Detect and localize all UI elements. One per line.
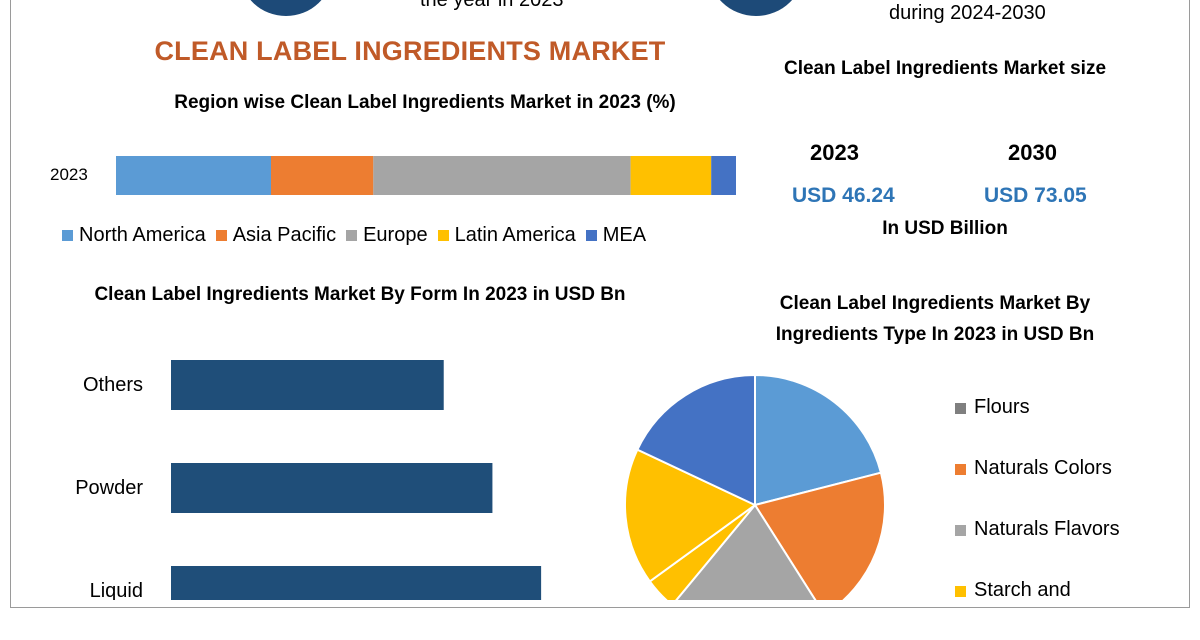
legend-item-mea: MEA [585, 224, 647, 247]
pie-slice-0 [754, 373, 883, 507]
market-size-year-2030: 2030 [1008, 140, 1057, 165]
form-bar-0 [171, 360, 444, 410]
header-snippet-left: the year in 2023 [420, 0, 564, 11]
legend-swatch [955, 403, 966, 414]
form-category-label: Others [83, 374, 143, 396]
stacked-bar-segment-2 [373, 156, 631, 195]
pie-slice-2 [675, 503, 817, 600]
legend-swatch [215, 230, 227, 241]
legend-item-north-america: North America [62, 224, 206, 247]
legend-item-europe: Europe [346, 224, 428, 247]
legend-label: Naturals Colors [974, 457, 1112, 479]
pie-legend-item-flours: Flours [955, 396, 1120, 457]
ingredients-pie-chart [624, 373, 886, 600]
legend-label: Europe [363, 224, 428, 246]
legend-swatch [955, 586, 966, 597]
market-size-unit: In USD Billion [882, 218, 1008, 239]
region-stacked-bar-chart [116, 156, 736, 195]
legend-swatch [955, 525, 966, 536]
legend-label: Asia Pacific [232, 224, 337, 246]
stacked-bar-segment-0 [116, 156, 271, 195]
form-category-label: Powder [75, 477, 143, 499]
stacked-bar-segment-3 [630, 156, 712, 195]
pie-chart-title: Clean Label Ingredients Market By Ingred… [775, 293, 1095, 345]
market-size-value-2030: USD 73.05 [984, 184, 1087, 207]
legend-item-asia-pacific: Asia Pacific [215, 224, 337, 247]
header-snippet-right: during 2024-2030 [889, 2, 1046, 24]
legend-swatch [346, 230, 358, 241]
legend-label: Flours [974, 396, 1030, 418]
legend-swatch [62, 230, 73, 241]
legend-swatch [955, 464, 966, 475]
form-chart-title: Clean Label Ingredients Market By Form I… [94, 284, 626, 305]
legend-label: MEA [602, 224, 647, 246]
market-size-value-2023: USD 46.24 [792, 184, 895, 207]
pie-slice-1 [753, 471, 886, 600]
region-chart-category-label: 2023 [50, 165, 88, 184]
stacked-bar-segment-4 [711, 156, 736, 195]
form-category-label: Liquid [90, 580, 143, 600]
region-chart-title: Region wise Clean Label Ingredients Mark… [174, 92, 676, 113]
pie-legend-item-naturals-colors: Naturals Colors [955, 457, 1120, 518]
market-size-year-2023: 2023 [810, 140, 859, 165]
form-bar-chart: Others Powder Liquid [75, 360, 542, 600]
form-bar-2 [171, 566, 542, 600]
legend-label: Naturals Flavors [974, 518, 1120, 540]
market-size-title: Clean Label Ingredients Market size [783, 58, 1107, 79]
legend-label: Starch and [974, 579, 1071, 601]
region-chart-legend: North America Asia Pacific Europe Latin … [62, 224, 646, 247]
page-title: CLEAN LABEL INGREDIENTS MARKET [154, 36, 666, 66]
legend-item-latin-america: Latin America [437, 224, 576, 247]
legend-swatch [437, 230, 449, 241]
pie-slice-4 [624, 448, 757, 583]
pie-slice-5 [636, 373, 756, 507]
legend-label: Latin America [454, 224, 576, 246]
pie-legend-item-naturals-flavors: Naturals Flavors [955, 518, 1120, 579]
form-bar-1 [171, 463, 493, 513]
pie-chart-legend: Flours Naturals Colors Naturals Flavors … [955, 396, 1120, 640]
legend-label: North America [79, 224, 206, 246]
stacked-bar-segment-1 [271, 156, 374, 195]
pie-legend-item-starch: Starch and [955, 579, 1120, 640]
legend-swatch [585, 230, 597, 241]
